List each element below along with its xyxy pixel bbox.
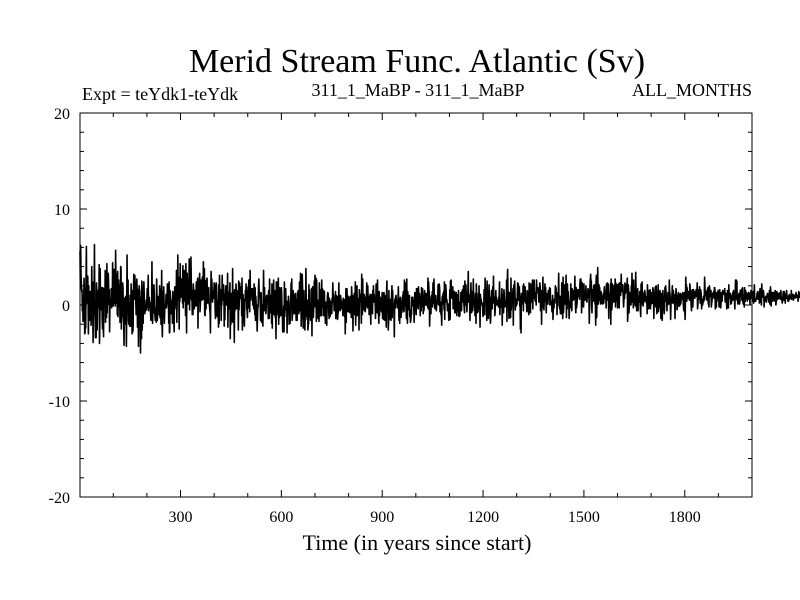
axes: -20 -10 0 10 20 300 600 900 1200 1500 1800 [49,106,752,526]
x-tick-label: 300 [169,509,193,526]
plot-area [79,243,800,354]
x-tick-label: 1500 [568,509,600,526]
x-tick-label: 1800 [669,509,701,526]
y-tick-label: 0 [62,298,70,315]
x-tick-label: 1200 [467,509,499,526]
plot-frame [79,112,753,498]
subtitle-center: 311_1_MaBP - 311_1_MaBP [311,80,524,100]
subtitle-right: ALL_MONTHS [632,80,752,100]
x-tick-label: 600 [269,509,293,526]
chart-title: Merid Stream Func. Atlantic (Sv) [189,43,645,80]
subtitle-left: Expt = teYdk1-teYdk [82,84,238,104]
y-tick-label: 10 [54,202,70,219]
x-tick-label: 900 [370,509,394,526]
y-tick-label: -10 [49,394,70,411]
series-line-0 [79,243,800,354]
x-axis-label: Time (in years since start) [303,530,532,555]
y-tick-label: 20 [54,106,70,123]
y-tick-label: -20 [49,490,70,507]
